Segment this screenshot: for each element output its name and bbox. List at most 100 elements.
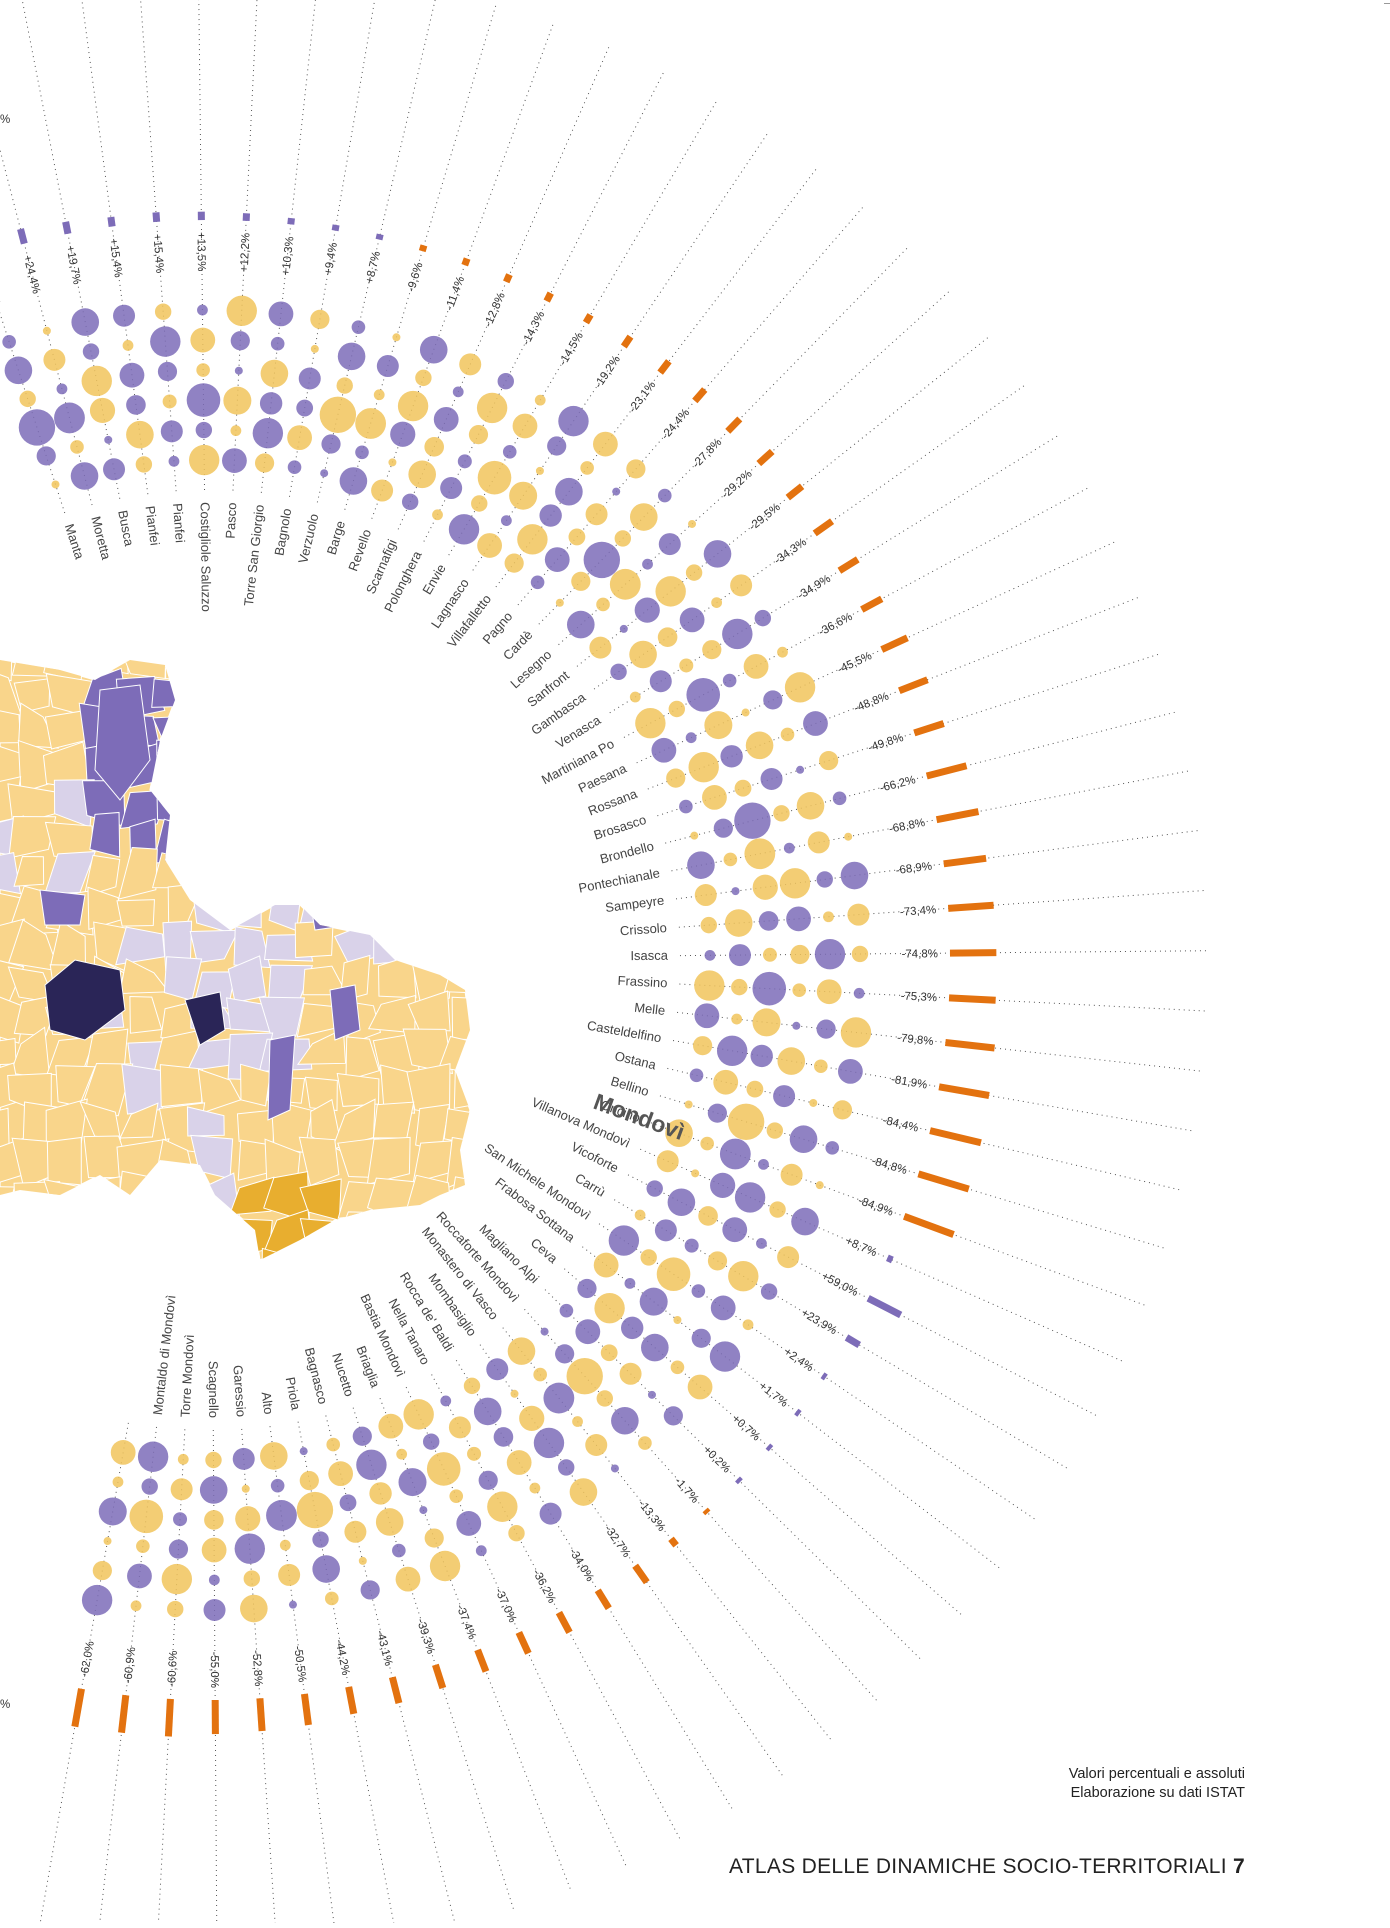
map-district: [153, 853, 205, 888]
indicator-circle: [419, 1506, 427, 1514]
map-district: [225, 1293, 269, 1320]
indicator-circle: [111, 1440, 136, 1465]
percent-label: -14,3%: [520, 309, 547, 347]
map-district: [297, 668, 336, 714]
indicator-circle: [720, 1139, 751, 1170]
percent-label: +94,9%: [0, 266, 2, 307]
percent-label: -50,5%: [291, 1645, 308, 1683]
commune-name: Montaldo di Mondovì: [150, 1294, 179, 1416]
indicator-circle: [392, 1544, 406, 1558]
value-bar: [506, 275, 509, 282]
indicator-circle: [169, 1540, 188, 1559]
indicator-circle: [371, 480, 393, 502]
indicator-circle: [611, 1407, 639, 1435]
indicator-circle: [584, 542, 620, 578]
map-district: [454, 1065, 492, 1109]
indicator-circle: [642, 559, 653, 570]
indicator-circle: [815, 939, 845, 969]
commune-name: Alto: [259, 1391, 277, 1415]
indicator-circle: [355, 408, 386, 439]
map-district: [40, 890, 85, 925]
indicator-circle: [777, 1246, 799, 1268]
map-district: [446, 779, 478, 826]
indicator-circle: [344, 1521, 366, 1543]
indicator-circle: [296, 400, 313, 417]
indicator-circle: [680, 608, 705, 633]
indicator-circle: [558, 406, 588, 436]
map-district: [191, 1135, 233, 1178]
indicator-circle: [567, 1358, 603, 1394]
map-district: [232, 715, 265, 754]
indicator-circle: [612, 488, 620, 496]
indicator-circle: [255, 453, 274, 472]
map-district: [264, 680, 312, 713]
indicator-circle: [668, 1188, 696, 1216]
map-district: [405, 668, 447, 719]
indicator-circle: [691, 1169, 699, 1177]
value-bar: [156, 212, 157, 222]
map-district: [346, 851, 375, 891]
indicator-circle: [138, 1442, 168, 1472]
indicator-circle: [456, 1511, 481, 1536]
map-district: [117, 900, 154, 926]
indicator-circle: [655, 1219, 677, 1241]
indicator-circle: [690, 1069, 704, 1083]
source-note: Valori percentuali e assoluti Elaborazio…: [700, 1765, 1245, 1803]
indicator-circle: [104, 436, 112, 444]
percent-label: -74,8%: [901, 948, 938, 960]
indicator-circle: [189, 445, 219, 475]
indicator-circle: [692, 1284, 706, 1298]
indicator-circle: [597, 1390, 613, 1406]
indicator-circle: [790, 945, 809, 964]
indicator-circle: [596, 598, 610, 612]
indicator-circle: [731, 1014, 742, 1025]
indicator-circle: [852, 946, 868, 962]
indicator-circle: [352, 320, 366, 334]
indicator-circle: [747, 1081, 764, 1098]
commune-ray: Costigliole Saluzzo+13,5%: [187, 0, 221, 612]
value-bar: [927, 766, 967, 776]
indicator-circle: [761, 1283, 777, 1299]
indicator-circle: [434, 407, 459, 432]
value-bar: [21, 229, 25, 244]
indicator-circle: [686, 678, 720, 712]
indicator-circle: [790, 1125, 818, 1153]
indicator-circle: [120, 363, 145, 388]
map-district: [333, 745, 381, 791]
map-district: [300, 1219, 345, 1256]
commune-name: Bagnolo: [271, 507, 294, 557]
commune-name: Costigliole Saluzzo: [198, 502, 214, 612]
indicator-circle: [635, 1210, 646, 1221]
indicator-circle: [669, 701, 685, 717]
map-district: [199, 1173, 241, 1223]
percent-label: +24,4%: [21, 254, 42, 295]
indicator-circle: [517, 524, 547, 554]
value-bar: [914, 723, 943, 732]
indicator-circle: [817, 979, 842, 1004]
percent-label: -11,4%: [444, 275, 468, 313]
map-district: [157, 776, 192, 822]
indicator-circle: [556, 599, 564, 607]
commune-ray: Carrù+23,9%: [572, 1170, 1070, 1470]
value-bar: [705, 1510, 708, 1513]
indicator-circle: [744, 838, 775, 869]
indicator-circle: [743, 1319, 754, 1330]
indicator-circle: [695, 884, 717, 906]
indicator-circle: [847, 904, 869, 926]
map-district: [340, 675, 380, 715]
percent-label: -1,7%: [672, 1475, 701, 1505]
indicator-circle: [773, 1085, 795, 1107]
indicator-circle: [594, 1293, 624, 1323]
indicator-circle: [529, 1483, 540, 1494]
commune-name: Carrù: [572, 1170, 608, 1199]
map-district: [49, 1285, 95, 1326]
indicator-circle: [753, 1008, 781, 1036]
map-district: [226, 674, 259, 721]
indicator-circle: [742, 709, 750, 717]
map-district: [369, 894, 420, 933]
indicator-circle: [449, 1489, 463, 1503]
indicator-circle: [531, 575, 545, 589]
indicator-circle: [777, 647, 788, 658]
map-district: [189, 741, 239, 783]
indicator-circle: [420, 336, 448, 364]
